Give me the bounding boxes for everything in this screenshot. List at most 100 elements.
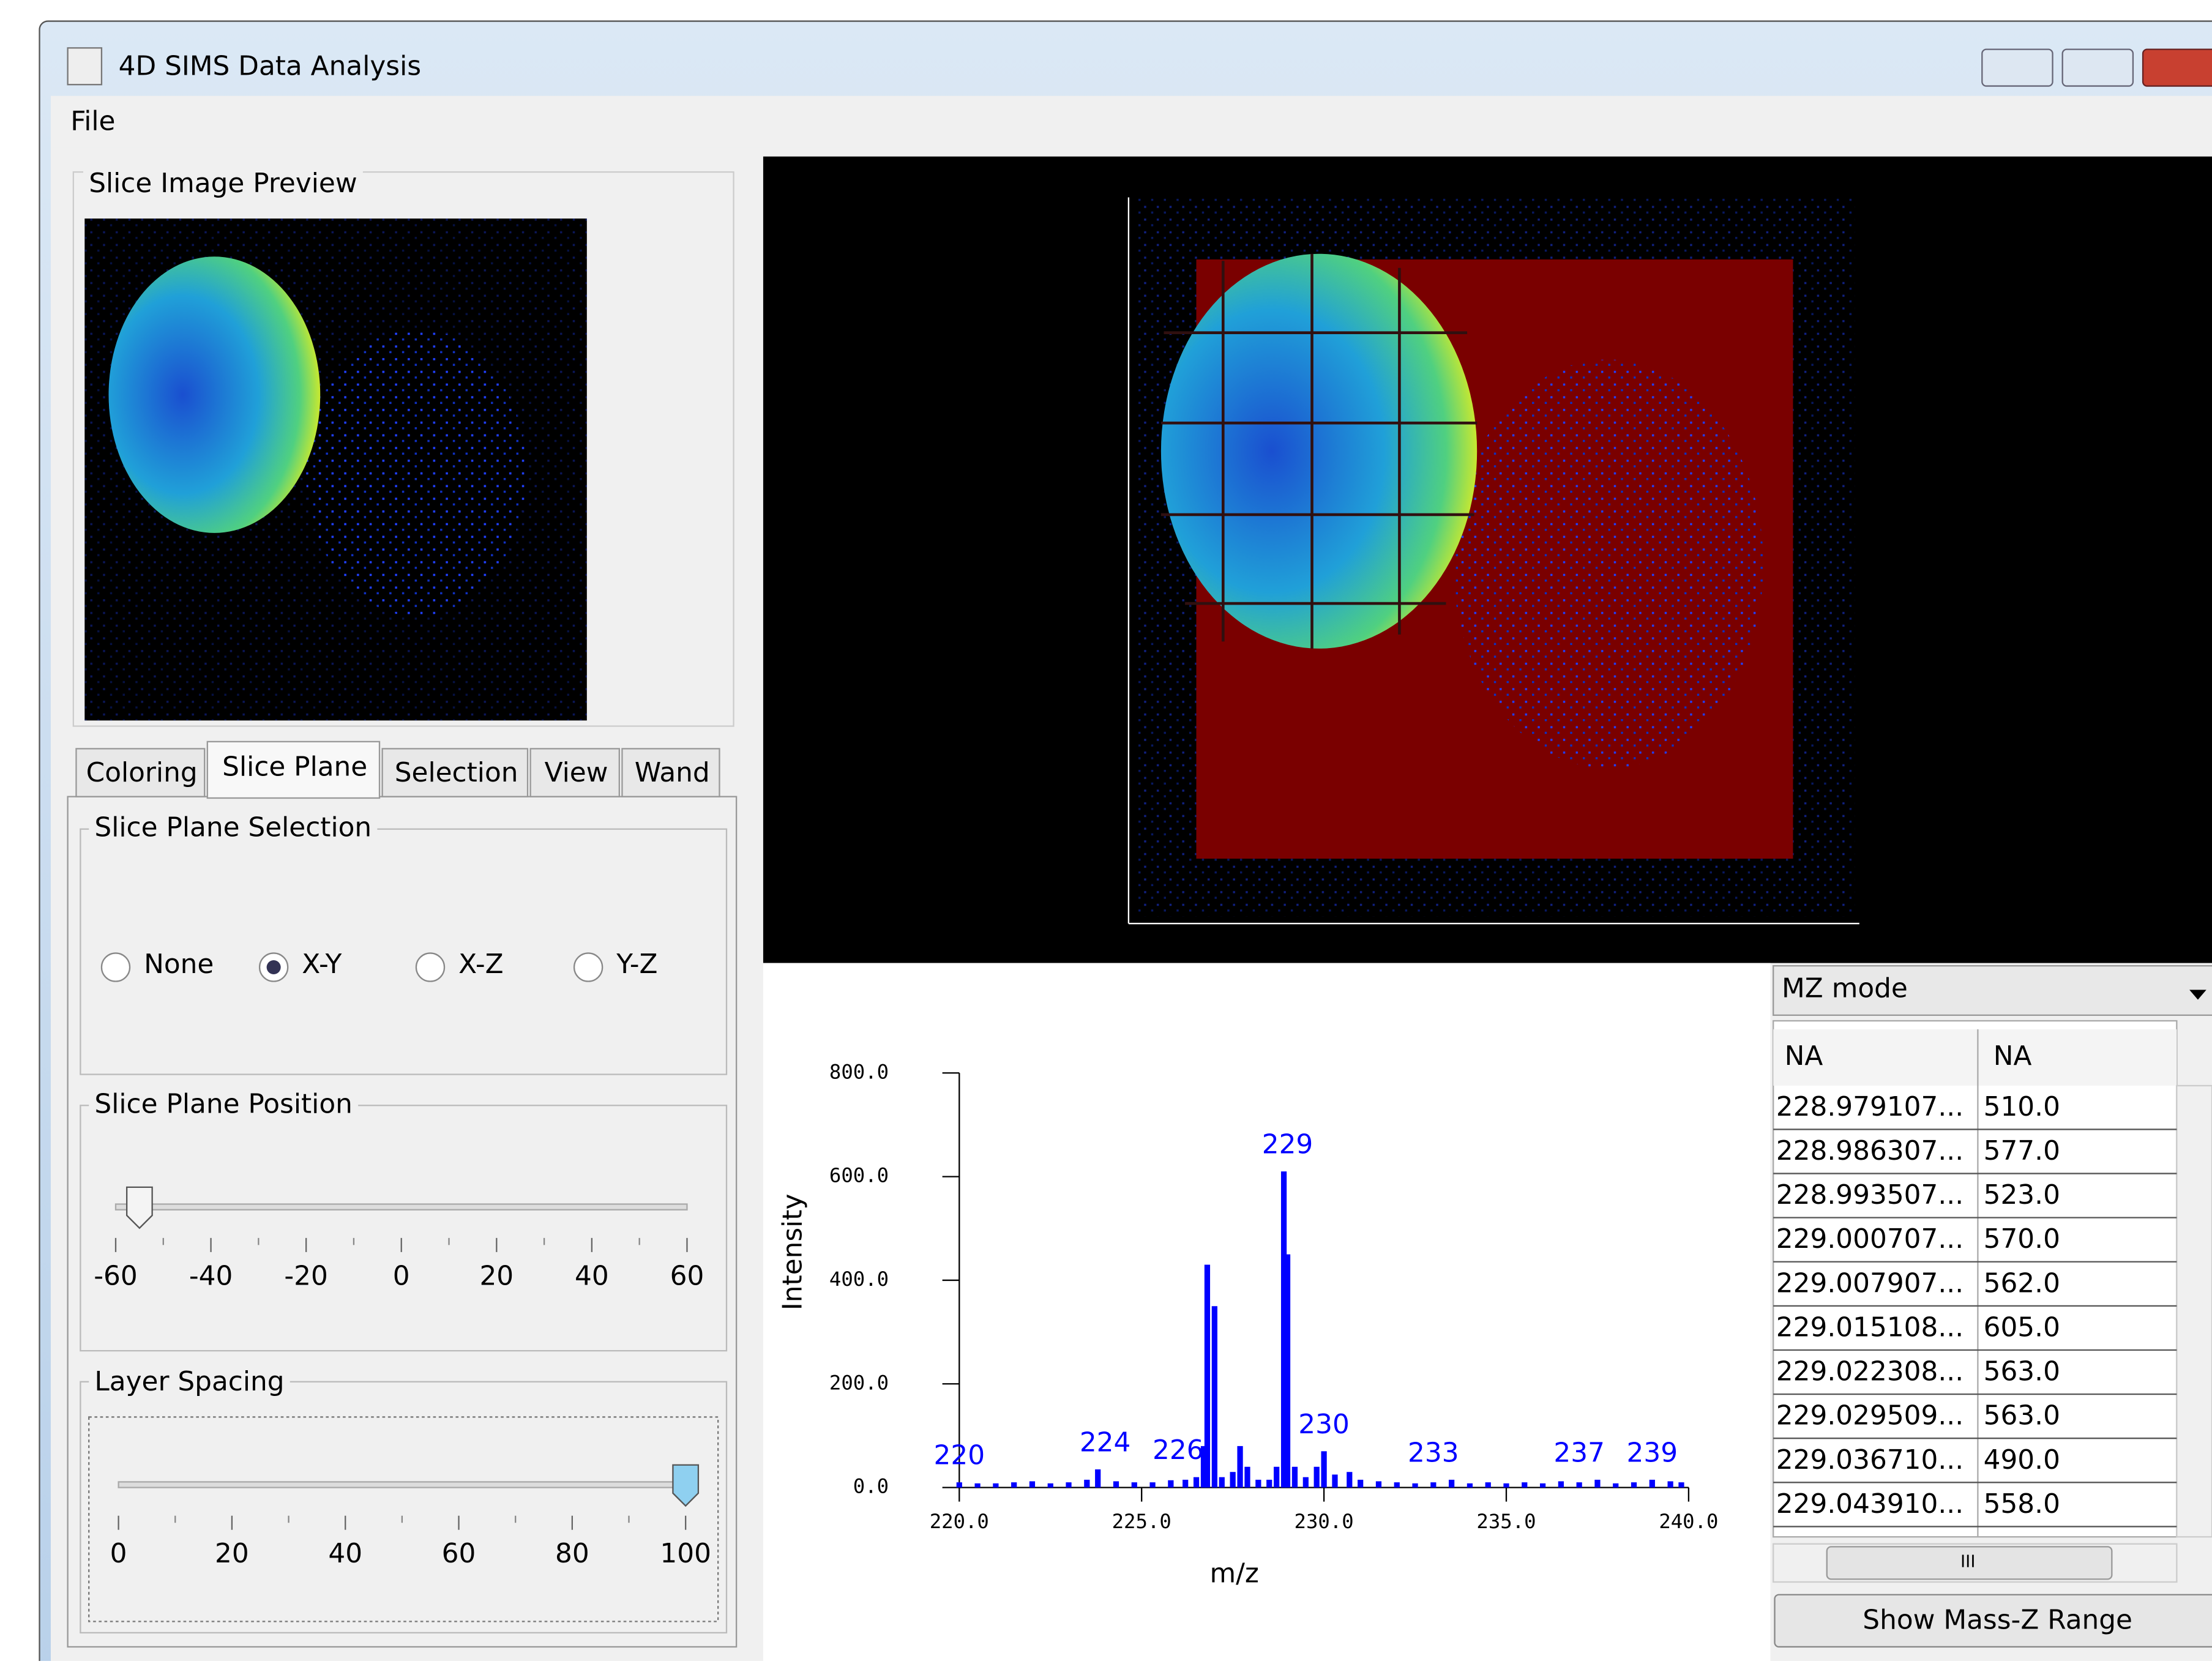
spectrum-bar [1540,1483,1545,1488]
spectrum-bar [1358,1480,1363,1488]
y-tick-label: 600.0 [829,1164,889,1187]
cell: 229.029509... [1776,1400,1964,1431]
spectrum-bar [1631,1482,1637,1487]
spectrum-bar [1066,1482,1071,1487]
spectrum-bar [1467,1483,1473,1488]
maximize-button[interactable] [2063,50,2133,86]
slider-tick-label: 0 [393,1260,410,1291]
spectrum-bar [1168,1480,1173,1488]
radio-label: None [144,949,214,980]
page: 4D SIMS Data Analysis FileSlice Image Pr… [0,0,2212,1664]
y-axis-label: Intensity [777,1194,809,1310]
peak-label: 229 [1262,1129,1313,1160]
radio-button[interactable] [574,953,602,981]
cell: 228.993507... [1776,1179,1964,1211]
spectrum-bar [1347,1472,1352,1487]
radio-label: Y-Z [616,949,657,980]
cell: 523.0 [1984,1179,2060,1211]
x-tick-label: 240.0 [1659,1510,1718,1533]
preview-cell [108,256,320,533]
spectrum-bar [1113,1481,1119,1487]
close-button[interactable] [2143,50,2212,86]
minimize-button[interactable] [1982,50,2052,86]
x-tick-label: 230.0 [1295,1510,1354,1533]
radio-dot [267,960,281,974]
spectrum-bar [1449,1480,1454,1488]
faint-cell [1453,359,1763,768]
slider-tick-label: 80 [555,1538,589,1569]
screenshot: 4D SIMS Data Analysis FileSlice Image Pr… [0,0,2212,1661]
cell: 229.015108... [1776,1311,1964,1343]
radio-label: X-Z [458,949,504,980]
slider-tick-label: -40 [189,1260,233,1291]
y-tick-label: 400.0 [829,1267,889,1291]
spectrum-bar [1485,1482,1491,1487]
slider-tick-label: 0 [110,1538,127,1569]
spectrum-bar [1558,1481,1564,1487]
spectrum-bar [1394,1482,1400,1487]
spectrum-bar [1084,1480,1089,1488]
cell: 229.036710... [1776,1444,1964,1476]
tab-label: Selection [395,757,518,788]
preview-faint-cell [306,329,526,616]
menu-bar [51,96,2212,148]
spectrum-bar [1029,1481,1035,1487]
slider-track [116,1204,687,1210]
cell: 558.0 [1984,1488,2060,1520]
spectrum-bar [1266,1480,1272,1488]
cell: 570.0 [1984,1223,2060,1255]
spectrum-bar [1237,1446,1242,1488]
spectrum-panel [763,963,1771,1661]
spectrum-bar [1194,1477,1199,1488]
tab-label: Wand [635,757,710,788]
spectrum-bar [1376,1481,1381,1487]
cell-image [1161,254,1477,649]
radio-label: X-Y [302,949,342,980]
peak-label: 230 [1298,1409,1350,1440]
x-axis-label: m/z [1210,1558,1259,1589]
spectrum-bar [974,1483,980,1488]
spectrum-bar [1650,1480,1655,1488]
cell: 510.0 [1984,1091,2060,1122]
cell: 229.043910... [1776,1488,1964,1520]
radio-button[interactable] [102,953,130,981]
spectrum-bar [1314,1467,1320,1488]
spectrum-bar [1095,1469,1100,1488]
spectrum-bar [1011,1482,1017,1487]
spectrum-bar [1412,1483,1418,1488]
spectrum-bar [1219,1477,1225,1488]
group-title: Layer Spacing [94,1366,284,1397]
spectrum-bar [1255,1480,1261,1488]
spectrum-bar [1205,1265,1210,1488]
spectrum-bar [1503,1483,1509,1488]
tab-label: Coloring [86,757,198,788]
peak-label: 233 [1408,1437,1459,1468]
y-tick-label: 0.0 [853,1475,889,1498]
cell: 490.0 [1984,1444,2060,1476]
tab-label: View [545,757,608,788]
y-tick-label: 800.0 [829,1060,889,1083]
spectrum-bar [993,1483,998,1488]
spectrum-bar [1183,1480,1188,1488]
spectrum-bar [1149,1482,1155,1487]
spectrum-bar [1230,1472,1236,1487]
v-scrollbar[interactable] [2177,1086,2212,1537]
slider-tick-label: 40 [328,1538,362,1569]
radio-button[interactable] [416,953,444,981]
menu-item: File [70,105,115,136]
spectrum-bar [1321,1451,1326,1487]
scroll-thumb-label: III [1960,1551,1975,1572]
cell: 562.0 [1984,1267,2060,1299]
cell: 228.979107... [1776,1091,1964,1122]
spectrum-bar [1613,1483,1618,1488]
slider-track [119,1482,686,1487]
spectrum-bar [1048,1483,1053,1488]
slider-tick-label: 60 [442,1538,476,1569]
peak-label: 224 [1080,1427,1131,1458]
group-title: Slice Plane Position [94,1088,352,1119]
spectrum-bar [1594,1480,1600,1488]
x-tick-label: 225.0 [1112,1510,1171,1533]
cell: 229.022308... [1776,1356,1964,1387]
cell: 229.007907... [1776,1267,1964,1299]
cell: 563.0 [1984,1356,2060,1387]
